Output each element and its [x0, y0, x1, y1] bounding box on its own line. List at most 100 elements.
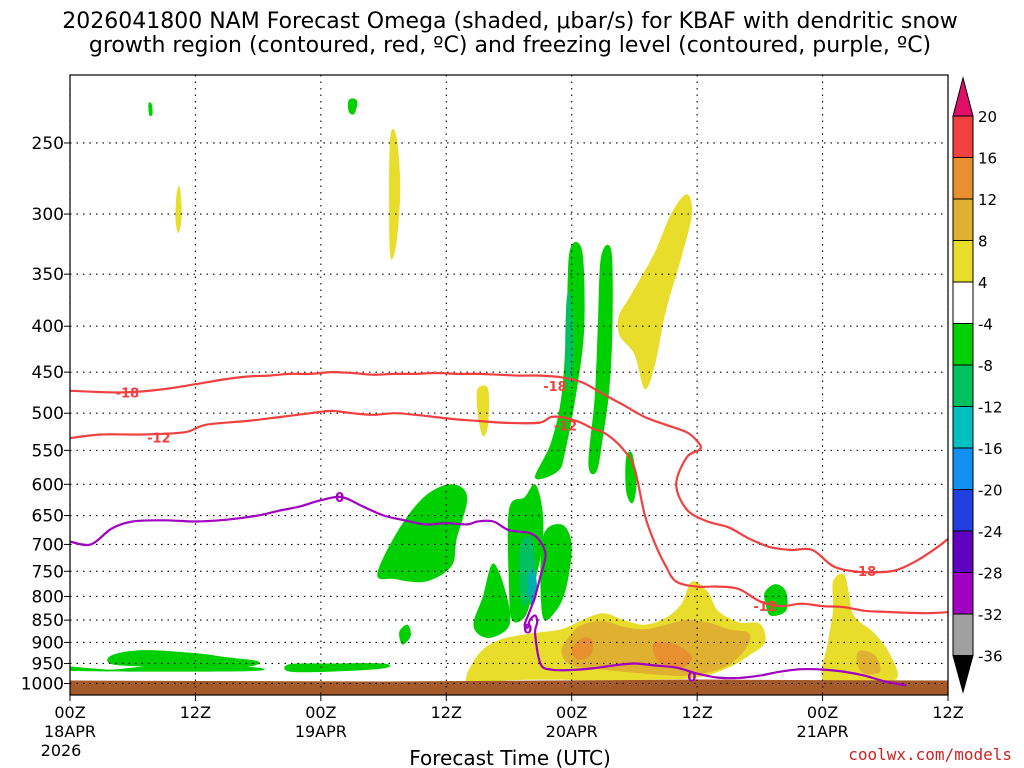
- credit-link[interactable]: coolwx.com/models: [848, 745, 1012, 764]
- colorbar-box: [952, 157, 974, 200]
- y-tick-label: 300: [32, 205, 64, 225]
- y-tick-label: 450: [32, 363, 64, 383]
- isotherm-label: 0: [687, 670, 696, 685]
- colorbar-label: -36: [978, 648, 1003, 666]
- y-axis-ticks: 2503003504004505005506006507007508008509…: [21, 134, 70, 694]
- isotherm-label: -18: [543, 380, 567, 395]
- omega-region-g1: [107, 650, 260, 669]
- omega-region-g1: [535, 241, 585, 480]
- colorbar-box: [952, 613, 974, 656]
- x-axis-label: Forecast Time (UTC): [409, 746, 611, 768]
- colorbar-box: [952, 447, 974, 490]
- y-tick-label: 900: [32, 633, 64, 653]
- x-tick-label: 12Z: [932, 703, 963, 722]
- omega-region-y4: [175, 186, 182, 234]
- y-tick-label: 1000: [21, 674, 64, 694]
- colorbar-box: [952, 240, 974, 283]
- isotherm-line: [70, 495, 907, 687]
- colorbar-label: 20: [978, 108, 997, 126]
- colorbar-label: -20: [978, 482, 1003, 500]
- colorbar-label: -24: [978, 523, 1003, 541]
- omega-region-o12: [571, 637, 594, 660]
- title-line-1: 2026041800 NAM Forecast Omega (shaded, μ…: [62, 9, 958, 34]
- isotherm-label: 0: [335, 491, 344, 506]
- y-tick-label: 400: [32, 317, 64, 337]
- x-tick-label: 12Z: [180, 703, 211, 722]
- y-tick-label: 750: [32, 562, 64, 582]
- colorbar-box: [952, 198, 974, 241]
- omega-region-g1: [347, 98, 358, 115]
- isotherm-line: [70, 409, 948, 615]
- colorbar-label: -32: [978, 606, 1003, 624]
- x-tick-label: 12Z: [431, 703, 462, 722]
- omega-region-y4: [476, 385, 490, 437]
- x-tick-label: 00Z: [305, 703, 336, 722]
- terrain-fill: [70, 679, 948, 695]
- colorbar-box: [952, 281, 974, 324]
- isotherm-label: -18: [853, 565, 877, 580]
- x-tick-date: 20APR: [546, 722, 598, 741]
- isotherms: -18 -18 -18 -12 -12 -12 0 0 0: [70, 370, 948, 687]
- isotherm-label: 0: [523, 622, 532, 637]
- colorbar-box: [952, 115, 974, 158]
- isotherm-label: -12: [753, 600, 777, 615]
- title-line-2: growth region (contoured, red, ºC) and f…: [89, 33, 931, 58]
- x-tick-year: 2026: [41, 741, 82, 760]
- omega-region-g1: [540, 524, 572, 621]
- y-tick-label: 550: [32, 441, 64, 461]
- omega-region-g1: [284, 663, 391, 673]
- y-tick-label: 500: [32, 404, 64, 424]
- omega-region-g1: [377, 484, 468, 583]
- x-tick-date: 18APR: [44, 722, 96, 741]
- x-tick-label: 00Z: [556, 703, 587, 722]
- omega-region-o8: [856, 650, 881, 675]
- y-tick-label: 800: [32, 587, 64, 607]
- colorbar-label: 4: [978, 274, 988, 292]
- omega-region-o12: [652, 641, 692, 668]
- colorbar-box: [952, 530, 974, 573]
- colorbar-box: [952, 323, 974, 366]
- colorbar-box: [952, 489, 974, 532]
- isotherm-label: -12: [147, 431, 171, 446]
- colorbar: 20 16 12 8 4 -4 -8 -12 -16 -20 -24 -28 -32 -36: [952, 76, 1003, 694]
- colorbar-box: [952, 364, 974, 407]
- isotherm-line: [70, 370, 948, 574]
- y-tick-label: 250: [32, 134, 64, 154]
- colorbar-label: 16: [978, 150, 997, 168]
- colorbar-label: -16: [978, 440, 1003, 458]
- omega-region-g1: [148, 102, 153, 117]
- omega-region-g1: [473, 563, 511, 638]
- terrain: [70, 679, 948, 695]
- y-tick-label: 950: [32, 654, 64, 674]
- omega-region-y4: [617, 194, 693, 390]
- plot-frame: [69, 74, 949, 696]
- omega-shading: [70, 98, 898, 685]
- y-tick-label: 350: [32, 265, 64, 285]
- colorbar-box: [952, 406, 974, 449]
- omega-region-g1: [399, 624, 411, 645]
- isotherm-label: -18: [116, 386, 140, 401]
- x-tick-label: 12Z: [681, 703, 712, 722]
- y-tick-label: 650: [32, 507, 64, 527]
- omega-region-y4: [389, 128, 401, 260]
- omega-region-y4: [821, 573, 898, 684]
- omega-region-g1: [764, 584, 788, 617]
- colorbar-label: -8: [978, 357, 993, 375]
- colorbar-label: 12: [978, 191, 997, 209]
- y-tick-label: 850: [32, 611, 64, 631]
- colorbar-bottom-arrow: [952, 655, 974, 694]
- x-tick-date: 19APR: [295, 722, 347, 741]
- colorbar-label: -28: [978, 565, 1003, 583]
- y-tick-label: 600: [32, 475, 64, 495]
- colorbar-label: -4: [978, 316, 993, 334]
- isotherm-label: -12: [554, 420, 578, 435]
- colorbar-box: [952, 572, 974, 615]
- x-tick-label: 00Z: [54, 703, 85, 722]
- x-tick-label: 00Z: [807, 703, 838, 722]
- colorbar-label: -12: [978, 399, 1003, 417]
- x-tick-date: 21APR: [797, 722, 849, 741]
- y-tick-label: 700: [32, 535, 64, 555]
- colorbar-label: 8: [978, 233, 988, 251]
